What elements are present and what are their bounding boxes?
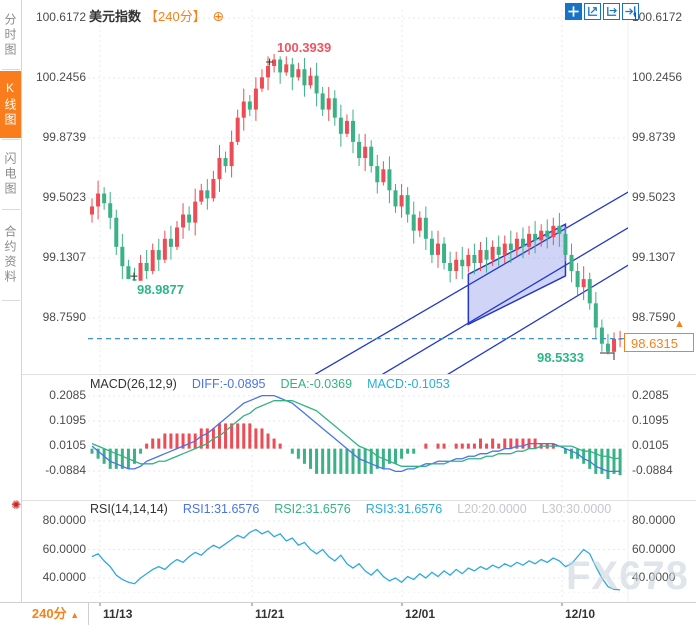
axis-label: 100.2456 xyxy=(632,69,683,84)
axis-label: 0.2085 xyxy=(49,388,86,402)
macd-diff-value: DIFF:-0.0895 xyxy=(191,377,266,391)
toolbar xyxy=(565,3,639,20)
trendline[interactable] xyxy=(298,179,650,384)
rsi-l20-value: L20:20.0000 xyxy=(457,502,527,516)
axis-label: 40.0000 xyxy=(42,570,86,584)
time-axis-label: 11/13 xyxy=(103,607,133,621)
period-selector-label: 240分 xyxy=(31,606,67,621)
axis-label: 99.8739 xyxy=(632,130,676,144)
axis-label: 0.0105 xyxy=(632,438,669,452)
time-axis-label: 11/21 xyxy=(255,607,285,621)
rsi-header: RSI(14,14,14) RSI1:31.6576 RSI2:31.6576 … xyxy=(90,502,611,516)
axis-label: 98.7590 xyxy=(632,310,676,325)
symbol-name: 美元指数 xyxy=(89,9,142,24)
swing-low-pointer xyxy=(600,352,615,360)
axis-label: 100.6172 xyxy=(35,10,86,24)
period-label: 【240分】 xyxy=(145,9,206,24)
move-crosshair-icon[interactable] xyxy=(565,3,582,20)
axis-label: 99.5023 xyxy=(42,190,86,204)
macd-plot xyxy=(90,394,622,479)
axis-label: 99.1307 xyxy=(42,250,86,264)
axis-label: -0.0884 xyxy=(632,462,673,477)
fit-y-axis-icon[interactable] xyxy=(603,3,620,20)
macd-dea-value: DEA:-0.0369 xyxy=(280,377,353,391)
axis-label: 60.0000 xyxy=(632,541,676,556)
channel-box[interactable] xyxy=(467,222,567,326)
axis-label: 0.2085 xyxy=(632,388,669,402)
period-selector[interactable]: 240分 ▲ xyxy=(23,603,89,625)
sidebar-tab-kline[interactable]: K线图 xyxy=(0,71,21,138)
rsi3-value: RSI3:31.6576 xyxy=(365,502,443,516)
footer-divider xyxy=(0,602,696,603)
axis-label: 98.7590 xyxy=(42,310,86,325)
low-price-label: 98.9877 xyxy=(137,282,184,297)
swing-low-label: 98.5333 xyxy=(537,350,584,365)
macd-diff-line xyxy=(91,394,621,473)
sidebar-separator xyxy=(2,139,20,140)
sidebar-tab-timeline[interactable]: 分时图 xyxy=(3,12,17,58)
sidebar-separator xyxy=(2,69,20,70)
indicator-settings-icon[interactable]: ✺ xyxy=(11,498,22,512)
low-marker xyxy=(130,272,138,280)
sidebar-tab-contract-info[interactable]: 合约资料 xyxy=(3,225,17,285)
axis-label: 99.5023 xyxy=(632,190,676,204)
fit-x-axis-icon[interactable] xyxy=(584,3,601,20)
candles xyxy=(90,54,623,355)
macd-title: MACD(26,12,9) xyxy=(90,377,177,391)
pan-right-icon[interactable] xyxy=(622,3,639,20)
high-price-label: 100.3939 xyxy=(277,40,332,55)
macd-header: MACD(26,12,9) DIFF:-0.0895 DEA:-0.0369 M… xyxy=(90,377,450,391)
axis-label: -0.0884 xyxy=(45,462,86,477)
trendline[interactable] xyxy=(298,215,650,425)
time-axis-label: 12/01 xyxy=(405,607,436,621)
sidebar-tab-lightning[interactable]: 闪电图 xyxy=(3,152,17,197)
expand-icon[interactable]: ⊕ xyxy=(212,8,225,24)
macd-macd-value: MACD:-0.1053 xyxy=(367,377,450,391)
rsi-l30-value: L30:30.0000 xyxy=(541,502,612,516)
chart-title: 美元指数 【240分】 ⊕ xyxy=(89,6,224,25)
axis-label: 60.0000 xyxy=(42,541,86,556)
axis-label: 99.1307 xyxy=(632,250,676,264)
price-up-arrow-icon: ▲ xyxy=(674,318,685,330)
sidebar-separator xyxy=(2,300,20,301)
axis-label: 0.1095 xyxy=(632,413,669,427)
high-marker xyxy=(266,58,274,66)
axis-label: 100.6172 xyxy=(632,10,683,24)
sidebar: 分时图 K线图 闪电图 合约资料 xyxy=(0,0,22,602)
axis-label: 0.1095 xyxy=(49,413,86,427)
axis-label: 99.8739 xyxy=(42,130,86,144)
period-dropdown-arrow-icon: ▲ xyxy=(70,610,80,620)
axis-label: 80.0000 xyxy=(632,513,676,527)
rsi1-value: RSI1:31.6576 xyxy=(182,502,260,516)
axis-label: 40.0000 xyxy=(632,570,676,584)
rsi-line xyxy=(91,528,621,591)
time-axis-label: 12/10 xyxy=(565,607,596,621)
axis-label: 80.0000 xyxy=(42,513,86,527)
rsi2-value: RSI2:31.6576 xyxy=(274,502,351,516)
macd-dea-line xyxy=(91,400,621,467)
trendline[interactable] xyxy=(298,252,650,465)
sidebar-separator xyxy=(2,209,20,210)
axis-label: 100.2456 xyxy=(35,69,86,84)
last-price-tag: 98.6315 xyxy=(624,333,694,352)
rsi-title: RSI(14,14,14) xyxy=(90,502,168,516)
axis-label: 0.0105 xyxy=(49,438,86,452)
trend-channel[interactable] xyxy=(298,179,650,465)
